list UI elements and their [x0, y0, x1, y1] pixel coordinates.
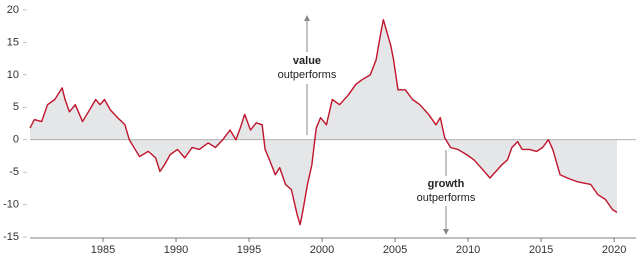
plot-area — [29, 19, 636, 226]
x-tick-label: 1985 — [91, 244, 115, 256]
x-tick-label: 2010 — [456, 244, 480, 256]
label-bg — [276, 52, 340, 84]
y-tick-label: 15 — [7, 36, 19, 48]
x-tick-label: 2005 — [383, 244, 407, 256]
annotation: value — [293, 55, 321, 67]
y-tick-label: 20 — [7, 4, 19, 16]
x-tick-label: 2015 — [529, 244, 553, 256]
y-tick-label: -15 — [3, 231, 19, 243]
annotation: outperforms — [417, 192, 476, 204]
annotation: outperforms — [278, 69, 337, 81]
x-tick-label: 1990 — [164, 244, 188, 256]
x-tick-label: 2020 — [602, 244, 626, 256]
y-tick-label: 0 — [13, 134, 19, 146]
line — [29, 19, 618, 226]
x-tick-label: 2000 — [310, 244, 334, 256]
y-tick-label: -5 — [9, 166, 19, 178]
x-tick-label: 1995 — [237, 244, 261, 256]
y-tick-label: 10 — [7, 69, 19, 81]
y-tick-label: -10 — [3, 198, 19, 210]
annotation: growth — [428, 178, 465, 190]
y-tick-label: 5 — [13, 101, 19, 113]
label-bg — [412, 176, 480, 206]
